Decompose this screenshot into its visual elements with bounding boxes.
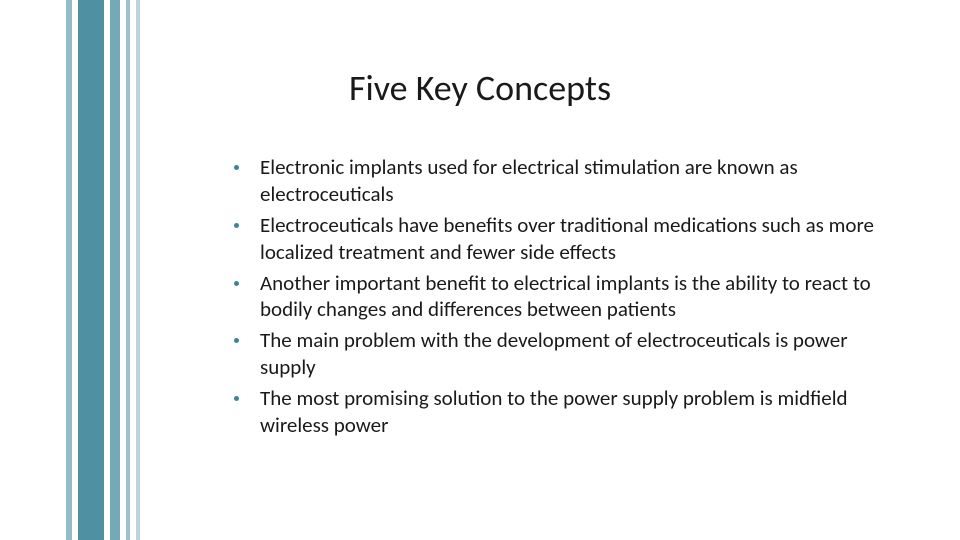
bullet-text: The most promising solution to the power… [260, 385, 906, 439]
bullet-text: Electronic implants used for electrical … [260, 154, 906, 208]
list-item: The main problem with the development of… [230, 327, 906, 381]
slide: Five Key Concepts Electronic implants us… [0, 0, 960, 540]
bullet-list: Electronic implants used for electrical … [230, 154, 906, 439]
bullet-icon [234, 281, 239, 286]
bullet-icon [234, 338, 239, 343]
bullet-icon [234, 165, 239, 170]
bullet-icon [234, 223, 239, 228]
list-item: Another important benefit to electrical … [230, 270, 906, 324]
bullet-text: The main problem with the development of… [260, 327, 906, 381]
slide-title: Five Key Concepts [0, 66, 960, 110]
slide-content: Electronic implants used for electrical … [230, 154, 906, 443]
list-item: The most promising solution to the power… [230, 385, 906, 439]
bullet-text: Electroceuticals have benefits over trad… [260, 212, 906, 266]
bullet-text: Another important benefit to electrical … [260, 270, 906, 324]
list-item: Electronic implants used for electrical … [230, 154, 906, 208]
list-item: Electroceuticals have benefits over trad… [230, 212, 906, 266]
bullet-icon [234, 396, 239, 401]
